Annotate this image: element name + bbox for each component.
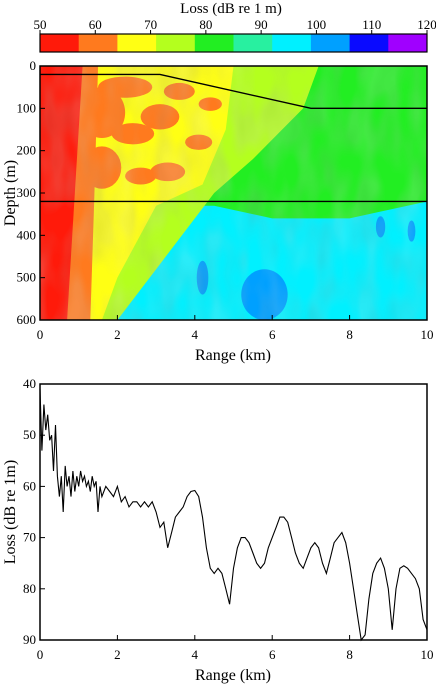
heatmap-x-tick-label: 0 [37, 327, 44, 342]
colorbar-cell [117, 34, 157, 52]
line-plot-frame [39, 383, 428, 641]
line-plot-y-tick-label: 50 [23, 427, 36, 442]
colorbar-cell [78, 34, 118, 52]
line-plot-y-tick-label: 70 [23, 530, 36, 545]
heatmap-panel: 0 2 4 6 8 10 0 100 200 300 400 500 600 Range (km) D… [2, 58, 434, 364]
line-plot-x-ticks: 0 2 4 6 8 10 [37, 635, 434, 662]
heatmap-x-label: Range (km) [195, 347, 271, 364]
line-plot-y-tick-label: 80 [23, 581, 36, 596]
heatmap-y-ticks: 0 100 200 300 400 500 600 [17, 58, 45, 327]
line-plot-x-tick-label: 10 [421, 647, 434, 662]
heatmap-y-tick-label: 200 [17, 143, 37, 158]
line-plot-y-tick-label: 60 [23, 478, 36, 493]
colorbar-tick-label: 90 [255, 17, 268, 32]
heatmap-y-tick-label: 0 [30, 58, 37, 73]
heatmap-x-tick-label: 10 [421, 327, 434, 342]
loss-series [39, 389, 428, 642]
heatmap-y-tick-label: 400 [17, 227, 37, 242]
line-plot-y-tick-label: 40 [23, 376, 36, 391]
loss-line [39, 389, 428, 642]
line-plot-y-label: Loss (dB re 1m) [2, 460, 19, 564]
colorbar-frame [39, 33, 428, 53]
heatmap-y-tick-label: 500 [17, 270, 37, 285]
colorbar-cell [349, 34, 389, 52]
heatmap-x-tick-label: 8 [346, 327, 353, 342]
line-plot-x-tick-label: 6 [269, 647, 276, 662]
colorbar-cell [310, 34, 351, 52]
colorbar-tick-label: 50 [34, 17, 47, 32]
line-plot-panel: 0 2 4 6 8 10 40 50 60 70 80 90 Range (km) Loss (dB… [2, 376, 434, 684]
colorbar: Loss (dB re 1 m) 50 60 70 80 90 100 110 120 [34, 1, 436, 53]
colorbar-cell [156, 34, 196, 52]
line-plot-x-tick-label: 4 [192, 647, 199, 662]
colorbar-tick-label: 60 [89, 17, 102, 32]
colorbar-tick-label: 100 [307, 17, 327, 32]
line-plot-y-tick-label: 90 [23, 632, 36, 647]
line-plot-y-ticks: 40 50 60 70 80 90 [23, 376, 45, 647]
colorbar-tick-label: 70 [144, 17, 157, 32]
heatmap-y-tick-label: 100 [17, 100, 37, 115]
heatmap-field [40, 66, 427, 320]
colorbar-cell [233, 34, 273, 52]
colorbar-title: Loss (dB re 1 m) [180, 1, 282, 17]
line-plot-x-tick-label: 0 [37, 647, 44, 662]
colorbar-tick-label: 110 [362, 17, 381, 32]
heatmap-x-tick-label: 6 [269, 327, 276, 342]
colorbar-ticks: 50 60 70 80 90 100 110 120 [34, 17, 436, 34]
heatmap-y-tick-label: 600 [17, 312, 37, 327]
colorbar-cell [272, 34, 312, 52]
colorbar-cells [39, 33, 428, 53]
line-plot-x-tick-label: 8 [346, 647, 353, 662]
colorbar-tick-label: 80 [199, 17, 212, 32]
colorbar-cell [40, 34, 80, 52]
colorbar-tick-label: 120 [417, 17, 436, 32]
colorbar-cell [388, 34, 428, 52]
heatmap-x-tick-label: 2 [114, 327, 121, 342]
heatmap-x-tick-label: 4 [192, 327, 199, 342]
boundary-line [40, 73, 427, 110]
heatmap-y-label: Depth (m) [2, 160, 19, 226]
interference-texture [40, 66, 427, 320]
line-plot-x-tick-label: 2 [114, 647, 121, 662]
heatmap-x-ticks: 0 2 4 6 8 10 [37, 315, 434, 342]
heatmap-y-tick-label: 300 [17, 185, 37, 200]
line-plot-x-label: Range (km) [195, 667, 271, 684]
boundary-lines [40, 73, 427, 203]
colorbar-cell [194, 34, 234, 52]
